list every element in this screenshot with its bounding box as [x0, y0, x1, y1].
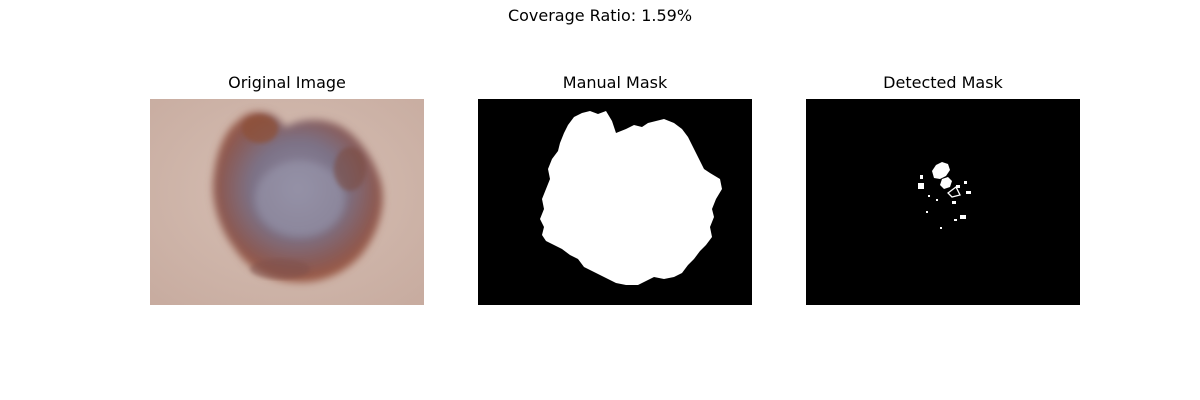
original-image	[150, 99, 424, 305]
detected-mask-image	[806, 99, 1080, 305]
manual-mask-image	[478, 99, 752, 305]
panel-title-original: Original Image	[228, 73, 346, 92]
detected-mask-blobs	[918, 162, 971, 229]
panel-title-manual: Manual Mask	[562, 73, 668, 92]
figure-suptitle: Coverage Ratio: 1.59%	[507, 6, 693, 25]
panel-title-detected: Detected Mask	[883, 73, 1003, 92]
manual-mask-region	[540, 111, 722, 285]
